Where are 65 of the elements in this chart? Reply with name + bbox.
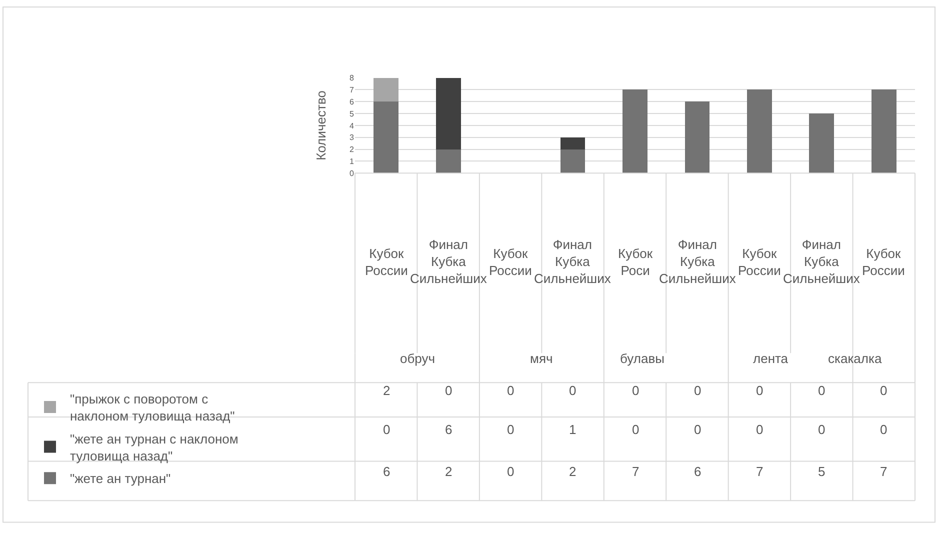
bar	[809, 114, 834, 174]
text: лента	[753, 351, 789, 366]
y-tick-label: 7	[350, 85, 355, 94]
x-tick-label: Кубок России	[365, 246, 408, 278]
text: мяч	[530, 351, 553, 366]
data-label: 2	[445, 464, 452, 479]
data-label: 1	[569, 422, 576, 437]
data-label: 6	[694, 464, 702, 479]
x-tick-label: Кубок России	[738, 246, 781, 278]
data-label: 0	[694, 422, 702, 437]
y-tick-label: 6	[350, 97, 355, 106]
data-label: 6	[383, 464, 390, 479]
y-tick-label: 0	[350, 168, 355, 178]
data-label: 0	[507, 383, 514, 398]
y-tick-label: 8	[350, 74, 355, 83]
text: булавы	[620, 351, 664, 366]
y-tick-label: 2	[350, 145, 355, 154]
x-tick-label: Кубок Роси	[618, 246, 653, 278]
data-label: 7	[756, 464, 764, 479]
data-label: 6	[445, 422, 452, 437]
data-label: 0	[756, 422, 764, 437]
data-label: 0	[507, 422, 514, 437]
legend-label: "жете ан турнан с наклоном туловища назад"	[70, 431, 238, 464]
data-label: 7	[880, 464, 888, 479]
bar	[560, 137, 586, 150]
data-label: 0	[880, 422, 888, 437]
bar	[374, 102, 399, 174]
data-label: 0	[694, 383, 702, 398]
data-label: 7	[632, 464, 640, 479]
bar	[747, 90, 772, 174]
y-tick-label: 3	[350, 133, 355, 142]
y-tick-label: 5	[350, 109, 355, 118]
x-tick-label: Кубок России	[862, 246, 905, 278]
data-label: 0	[569, 383, 576, 398]
data-label: 0	[632, 422, 640, 437]
legend-label: "жете ан турнан"	[70, 471, 172, 486]
data-label: 2	[569, 464, 576, 479]
data-label: 5	[818, 464, 826, 479]
x-tick-label: Кубок России	[489, 246, 532, 278]
data-label: 2	[383, 383, 390, 398]
bar	[436, 78, 461, 150]
bar	[871, 90, 896, 174]
data-label: 0	[880, 383, 888, 398]
data-label: 0	[818, 383, 826, 398]
x-tick-label: Финал Кубка Сильнейших	[534, 237, 612, 286]
bar	[560, 149, 586, 174]
data-label: 0	[507, 464, 514, 479]
bar	[684, 102, 710, 174]
bar	[622, 90, 648, 174]
y-tick-label: 1	[350, 157, 355, 166]
bar	[374, 78, 399, 102]
x-tick-label: Финал Кубка Сильнейших	[410, 237, 488, 286]
data-label: 0	[445, 383, 452, 398]
data-label: 0	[383, 422, 390, 437]
legend-label: "прыжок с поворотом с наклоном туловища назад"	[70, 392, 236, 424]
bar	[436, 149, 461, 174]
x-tick-label: Финал Кубка Сильнейших	[659, 237, 736, 286]
text: скакалка	[828, 351, 882, 366]
y-axis-title: Количество	[313, 90, 328, 160]
data-label: 0	[818, 422, 826, 437]
data-label: 0	[632, 383, 640, 398]
text: обруч	[400, 351, 436, 366]
data-label: 0	[756, 383, 764, 398]
y-tick-label: 4	[350, 121, 355, 130]
x-tick-label: Финал Кубка Сильнейших	[783, 237, 860, 286]
